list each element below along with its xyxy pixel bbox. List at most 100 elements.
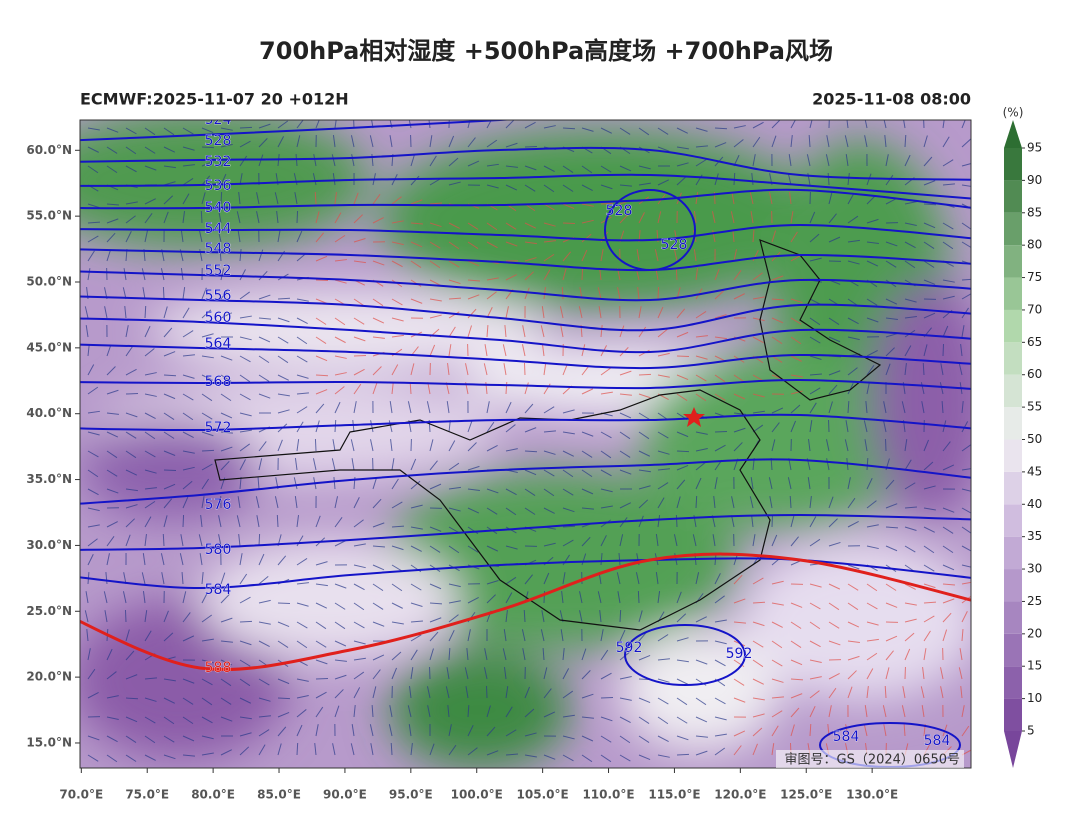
x-tick-label: 130.0°E [846,788,898,802]
wind-barb [582,268,583,280]
colorbar-tick-label: 70 [1027,302,1042,316]
wind-barb [562,287,563,299]
wind-barb [125,610,126,622]
wind-barb [715,431,727,432]
contour-label: 536 [205,178,232,194]
contour-label: 576 [205,497,232,513]
colorbar-segment [1004,180,1022,212]
colorbar-segment [1004,148,1022,180]
y-tick-label: 60.0°N [26,143,72,157]
wind-barb [278,603,290,604]
colorbar-tick-label: 5 [1027,724,1035,738]
colorbar-tick-label: 35 [1027,529,1042,543]
wind-barb [297,743,298,755]
colorbar-tick-label: 30 [1027,562,1042,576]
wind-barb [696,496,697,508]
contour-label: 584 [924,733,951,749]
wind-barb [676,268,677,280]
colorbar-tick-label: 90 [1027,173,1042,187]
wind-barb [315,439,316,451]
y-tick-label: 25.0°N [26,604,72,618]
colorbar-segment [1004,245,1022,277]
contour-label: 556 [205,288,232,304]
wind-barb [164,470,176,471]
contour-label: 552 [205,263,232,279]
colorbar-tick-label: 55 [1027,400,1042,414]
colorbar-tick-label: 45 [1027,464,1042,478]
contour-label: 580 [205,542,232,558]
colorbar-segment [1004,537,1022,569]
y-tick-label: 40.0°N [26,406,72,420]
wind-barb [240,127,252,128]
colorbar-tick-label: 10 [1027,691,1042,705]
y-tick-label: 35.0°N [26,472,72,486]
contour-label: 564 [205,336,232,352]
wind-barb [658,287,659,299]
wind-barb [563,223,575,224]
contour-label: 572 [205,420,232,436]
wind-barb [524,363,525,375]
colorbar-extend-bottom [1004,731,1022,768]
title: 700hPa相对湿度 +500hPa高度场 +700hPa风场 [259,37,833,65]
wind-barb [278,698,290,699]
colorbar-extend-top [1004,120,1022,148]
colorbar-unit: (%) [1003,106,1024,120]
y-tick-label: 50.0°N [26,275,72,289]
colorbar-segment [1004,699,1022,731]
x-tick-label: 80.0°E [191,788,235,802]
x-tick-label: 100.0°E [451,788,503,802]
colorbar-tick-label: 60 [1027,367,1042,381]
colorbar-tick-label: 15 [1027,659,1042,673]
colorbar-segment [1004,407,1022,439]
wind-barb [163,287,164,299]
y-tick-label: 20.0°N [26,670,72,684]
x-tick-label: 105.0°E [517,788,569,802]
contour-label: 528 [606,203,633,219]
colorbar-tick-label: 75 [1027,270,1042,284]
wind-barb [201,211,202,223]
wind-barb [639,374,651,375]
colorbar-segment [1004,310,1022,342]
contour-label: 592 [616,640,643,656]
contour-label: 588 [205,660,232,676]
colorbar-segment [1004,569,1022,601]
x-tick-label: 85.0°E [257,788,301,802]
wind-barb [353,116,354,128]
contour-label: 584 [833,729,860,745]
colorbar-tick-label: 95 [1027,141,1042,155]
colorbar-tick-label: 50 [1027,432,1042,446]
wind-barb [943,344,944,356]
wind-barb [183,515,184,527]
contour-label: 532 [205,154,232,170]
y-tick-label: 45.0°N [26,340,72,354]
contour-label: 528 [661,237,688,253]
wind-barb [202,450,214,451]
wind-barb [677,356,689,357]
colorbar-segment [1004,440,1022,472]
contour-label: 568 [205,374,232,390]
contour-label: 540 [205,200,232,216]
wind-barb [677,451,689,452]
wind-barb [259,534,260,546]
colorbar-tick-label: 40 [1027,497,1042,511]
wind-barb [676,515,677,527]
colorbar-segment [1004,504,1022,536]
x-tick-label: 125.0°E [780,788,832,802]
wind-barb [677,754,689,755]
x-tick-label: 90.0°E [323,788,367,802]
x-tick-label: 115.0°E [648,788,700,802]
model-run: ECMWF:2025-11-07 20 +012H [80,90,349,109]
wind-barb [316,678,328,679]
contour-label: 592 [726,646,753,662]
colorbar-segment [1004,375,1022,407]
contour-label: 584 [205,582,232,598]
colorbar-segment [1004,213,1022,245]
y-tick-label: 15.0°N [26,735,72,749]
wind-barb [638,591,639,603]
x-tick-label: 110.0°E [582,788,634,802]
contour-label: 548 [205,241,232,257]
wind-barb [163,534,164,546]
x-tick-label: 120.0°E [714,788,766,802]
